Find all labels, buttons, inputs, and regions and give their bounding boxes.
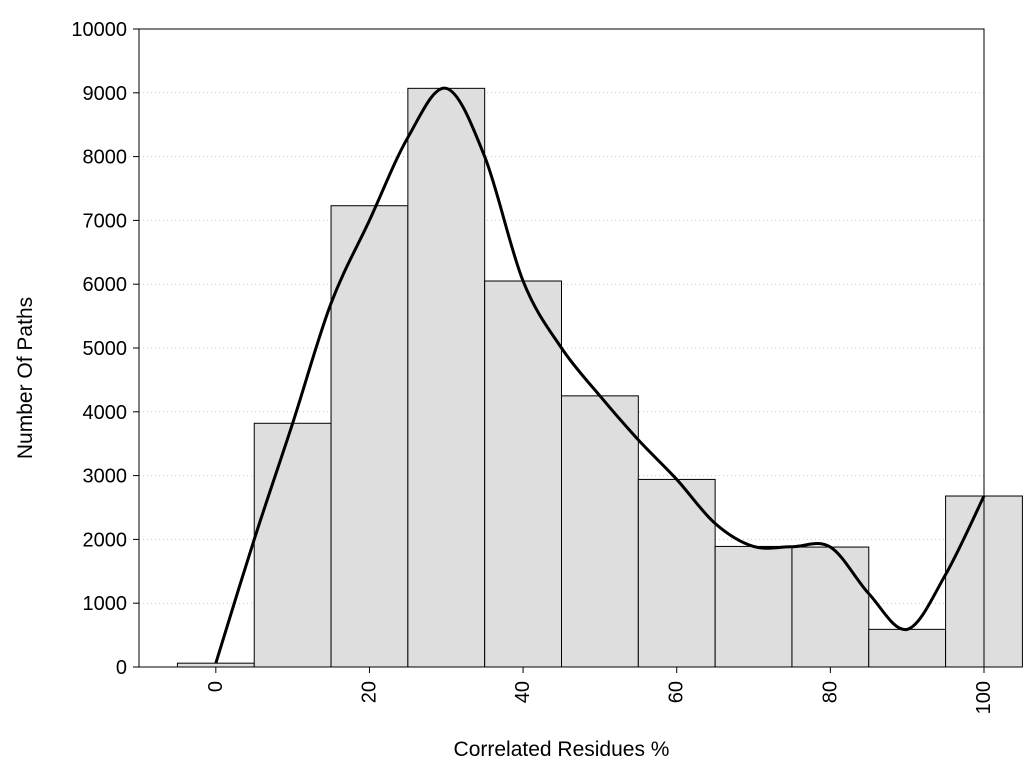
y-tick-label: 2000 [83,529,128,551]
x-tick-label: 80 [819,681,841,703]
y-tick-label: 10000 [71,19,127,41]
x-tick-label: 100 [973,681,995,714]
histogram-bar [561,395,639,668]
y-tick-label: 9000 [83,83,128,105]
x-tick-label: 0 [205,681,227,692]
y-tick-label: 0 [116,657,127,679]
histogram-bar [637,478,716,668]
y-tick-label: 8000 [83,147,128,169]
x-axis-label: Correlated Residues % [454,738,670,761]
histogram-bar [253,422,332,668]
histogram-bar [868,628,947,668]
x-tick-label: 40 [512,681,534,703]
histogram-bar [714,545,793,668]
histogram-bars [176,87,1023,668]
y-tick-label: 5000 [83,338,128,360]
histogram-bar [407,87,486,668]
y-tick-label: 3000 [83,466,128,488]
density-curve [214,86,986,664]
histogram-bar [484,280,563,668]
histogram-bar [791,546,870,668]
y-axis-label: Number Of Paths [14,297,37,459]
x-axis-ticks: 0 20 40 60 80 100 [205,667,995,714]
y-axis-ticks: 0 1000 2000 3000 4000 5000 6000 7000 8000 9000 100… [71,19,139,679]
x-tick-label: 20 [358,681,380,703]
density-curve-line [214,86,986,664]
y-tick-label: 7000 [83,210,128,232]
histogram-bar [176,662,255,668]
x-tick-label: 60 [666,681,688,703]
y-tick-label: 6000 [83,274,128,296]
y-tick-label: 1000 [83,593,128,615]
y-tick-label: 4000 [83,402,128,424]
